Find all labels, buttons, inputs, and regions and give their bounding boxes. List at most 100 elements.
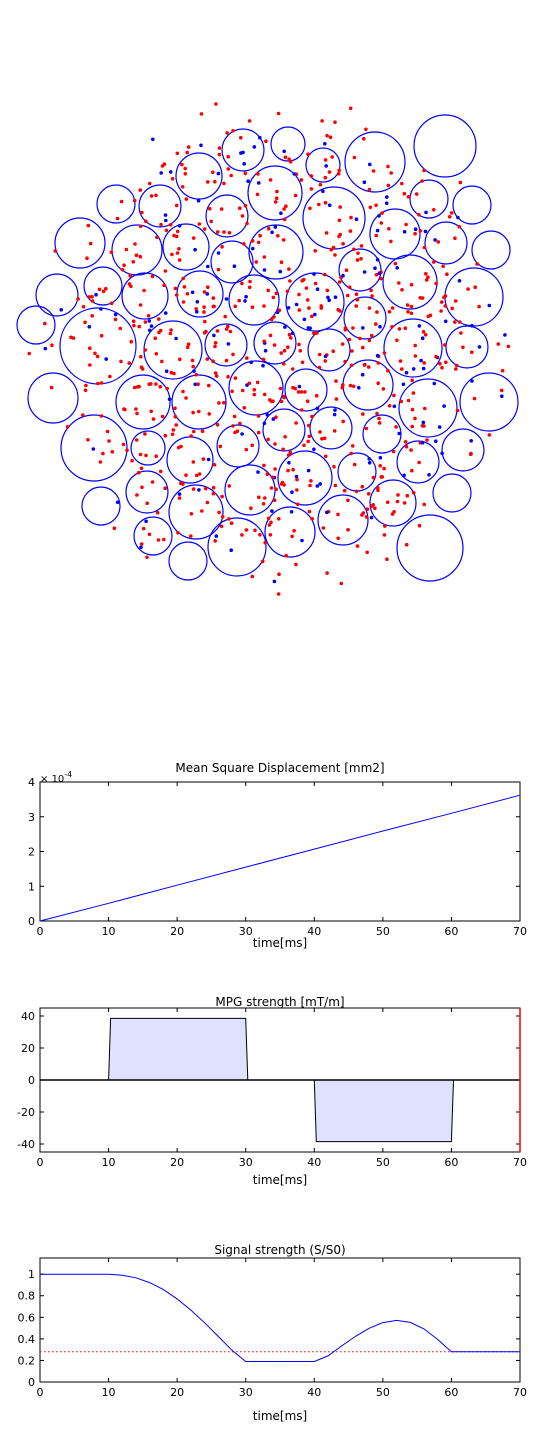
particle-red	[112, 526, 117, 530]
particle-cloud-plot	[16, 102, 519, 596]
particle-red	[348, 229, 353, 233]
particle-red	[186, 342, 191, 347]
particle-red	[244, 528, 249, 532]
particle-red	[334, 397, 339, 401]
cell-circle	[166, 436, 214, 484]
particle-red	[434, 281, 438, 286]
particle-red	[422, 245, 427, 250]
mpg-ytick-label: -40	[17, 1138, 35, 1151]
particle-red	[364, 426, 369, 431]
particle-red	[396, 493, 400, 497]
cell-circle	[382, 254, 438, 310]
particle-red	[392, 393, 396, 398]
particle-red	[143, 432, 147, 436]
particle-red	[233, 430, 237, 435]
particle-red	[281, 238, 286, 242]
particle-red	[173, 286, 178, 291]
particle-red	[349, 363, 354, 368]
cell-circle	[210, 240, 254, 284]
particle-red	[218, 444, 223, 449]
particle-red	[266, 516, 271, 521]
particle-red	[299, 408, 304, 412]
signal-xtick-label: 20	[170, 1386, 184, 1399]
particle-blue	[272, 579, 277, 584]
particle-red	[267, 523, 272, 527]
particle-blue	[242, 162, 246, 166]
particle-red	[410, 407, 415, 412]
particle-blue	[323, 354, 328, 359]
particle-blue	[417, 324, 422, 328]
particle-red	[90, 294, 94, 299]
particle-blue	[368, 162, 372, 167]
particle-red	[233, 376, 238, 380]
particle-red	[227, 517, 231, 521]
particle-blue	[373, 266, 377, 271]
particle-red	[364, 127, 368, 132]
particle-red	[261, 357, 266, 362]
signal-ytick-label: 0	[28, 1376, 35, 1389]
particle-blue	[323, 142, 327, 146]
cell-circle	[205, 194, 249, 238]
particle-red	[402, 191, 407, 196]
particle-red	[134, 438, 139, 442]
particle-red	[227, 231, 232, 235]
particle-red	[290, 534, 294, 539]
particle-red	[410, 424, 415, 429]
particle-red	[146, 314, 151, 318]
particle-red	[337, 168, 342, 173]
particle-red	[250, 443, 254, 448]
particle-blue	[243, 299, 247, 303]
particle-red	[113, 317, 118, 322]
particle-red	[282, 395, 286, 400]
particle-red	[264, 139, 268, 143]
particle-red	[300, 360, 305, 365]
particle-red	[95, 354, 100, 359]
particle-red	[231, 424, 235, 428]
particle-red	[127, 282, 132, 286]
particle-red	[245, 221, 249, 226]
particle-red	[377, 421, 382, 425]
particle-red	[294, 562, 298, 567]
particle-red	[349, 451, 354, 456]
particle-red	[348, 106, 353, 111]
particle-red	[162, 283, 166, 288]
particle-red	[88, 241, 93, 246]
particle-red	[432, 208, 436, 212]
particle-red	[299, 390, 304, 394]
particle-red	[256, 430, 261, 435]
particle-red	[309, 479, 313, 483]
particle-red	[191, 410, 195, 415]
particle-blue	[308, 326, 312, 331]
particle-red	[303, 390, 307, 394]
particle-red	[379, 276, 383, 281]
particle-blue	[278, 269, 283, 274]
particle-red	[266, 437, 270, 442]
particle-red	[207, 383, 211, 388]
particle-red	[69, 335, 73, 340]
particle-blue	[240, 432, 244, 436]
particle-red	[181, 389, 185, 394]
mpg-chart: MPG strength [mT/m] time[ms] 0 10 20 30 40 50…	[17, 995, 527, 1187]
particle-red	[104, 286, 108, 291]
cell-circle	[59, 307, 137, 385]
msd-y-multiplier: × 10-4	[40, 770, 72, 785]
particle-red	[226, 374, 230, 379]
particle-red	[386, 368, 390, 373]
particle-red	[443, 304, 448, 308]
particle-red	[269, 486, 274, 490]
particle-red	[329, 247, 334, 252]
particle-blue	[362, 180, 367, 184]
particle-red	[420, 179, 425, 183]
particle-red	[159, 222, 163, 227]
particle-blue	[147, 319, 152, 323]
particle-red	[90, 299, 95, 303]
particle-red	[254, 260, 259, 264]
particle-red	[143, 320, 148, 324]
particle-red	[477, 304, 481, 309]
particle-red	[410, 468, 414, 473]
particle-red	[308, 206, 312, 211]
particle-red	[211, 491, 216, 496]
particle-red	[367, 306, 372, 310]
particle-blue	[367, 461, 372, 465]
cell-circle	[175, 152, 223, 200]
